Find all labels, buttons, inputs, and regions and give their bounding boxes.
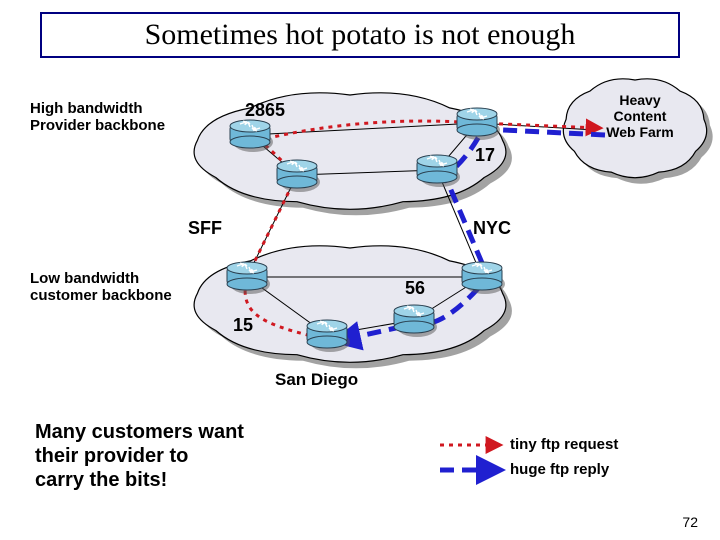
city-sff: SFF	[188, 218, 222, 239]
provider-label: High bandwidth Provider backbone	[30, 100, 165, 135]
city-sandiego: San Diego	[275, 370, 358, 390]
city-nyc: NYC	[473, 218, 511, 239]
customer-label: Low bandwidth customer backbone	[30, 270, 172, 305]
slide-number: 72	[682, 514, 698, 530]
metric-mid: 17	[475, 145, 495, 166]
callout-text: Many customers want their provider to ca…	[35, 420, 244, 492]
legend-reply: huge ftp reply	[510, 461, 609, 478]
metric-lowR: 56	[405, 278, 425, 299]
metric-lowL: 15	[233, 315, 253, 336]
legend-request: tiny ftp request	[510, 436, 618, 453]
metric-top: 2865	[245, 100, 285, 121]
webfarm-label: Heavy Content Web Farm	[595, 92, 685, 140]
